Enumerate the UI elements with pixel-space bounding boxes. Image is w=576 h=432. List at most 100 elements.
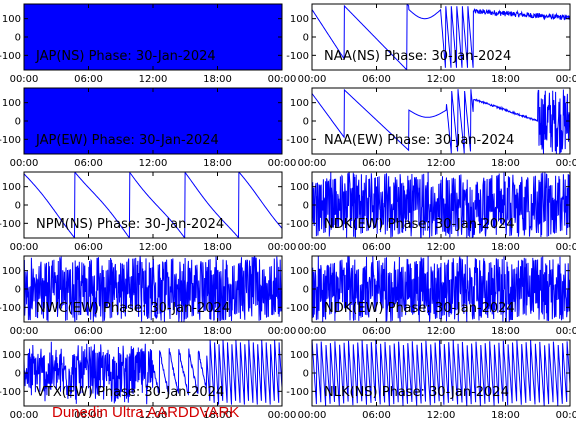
x-tick-label: 00:00 xyxy=(298,410,327,421)
x-tick-label: 00:00 xyxy=(298,326,327,337)
x-tick-label: 12:00 xyxy=(427,326,456,337)
chart-panel: 100 0 -100 00:00 06:00 12:00 18:00 00:00 NLK(NS)… xyxy=(286,339,576,421)
y-tick-label: 100 xyxy=(290,98,309,109)
panel-title: NAA(EW) Phase: 30-Jan-2024 xyxy=(324,133,514,148)
x-tick-label: 06:00 xyxy=(362,158,391,169)
y-tick-label: 100 xyxy=(290,266,309,277)
x-tick-label: 12:00 xyxy=(139,242,168,253)
series-trace xyxy=(312,256,570,322)
x-tick-label: 18:00 xyxy=(203,326,232,337)
series-trace xyxy=(312,4,570,70)
y-tick-label: 0 xyxy=(303,33,309,44)
y-tick-label: 100 xyxy=(2,182,21,193)
y-tick-label: 100 xyxy=(290,14,309,25)
y-tick-label: 100 xyxy=(2,266,21,277)
chart-panel: 100 0 -100 00:00 06:00 12:00 18:00 00:00 JAP(NS)… xyxy=(0,3,297,85)
x-tick-label: 18:00 xyxy=(203,410,232,421)
y-tick-label: -100 xyxy=(286,219,309,230)
x-tick-label: 00:00 xyxy=(298,158,327,169)
y-tick-label: 100 xyxy=(290,350,309,361)
y-tick-label: 100 xyxy=(2,350,21,361)
y-tick-label: 0 xyxy=(15,33,21,44)
panel-title: NAA(NS) Phase: 30-Jan-2024 xyxy=(324,49,511,64)
chart-panel: 100 0 -100 00:00 06:00 12:00 18:00 00:00 NDK(EW)… xyxy=(286,171,576,253)
y-tick-label: 0 xyxy=(303,285,309,296)
x-tick-label: 00:00 xyxy=(268,326,297,337)
x-tick-label: 00:00 xyxy=(556,242,576,253)
panel-title: JAP(EW) Phase: 30-Jan-2024 xyxy=(35,133,219,148)
y-tick-label: -100 xyxy=(0,51,21,62)
y-tick-label: -100 xyxy=(286,387,309,398)
x-tick-label: 00:00 xyxy=(556,74,576,85)
x-tick-label: 00:00 xyxy=(10,242,39,253)
y-tick-label: -100 xyxy=(0,219,21,230)
panel-title: NPM(NS) Phase: 30-Jan-2024 xyxy=(36,217,224,232)
series-trace xyxy=(312,88,570,154)
y-tick-label: -100 xyxy=(286,51,309,62)
x-tick-label: 06:00 xyxy=(362,74,391,85)
y-tick-label: -100 xyxy=(0,303,21,314)
series-trace xyxy=(24,340,282,405)
x-tick-label: 06:00 xyxy=(362,242,391,253)
y-tick-label: -100 xyxy=(286,135,309,146)
y-tick-label: 100 xyxy=(2,14,21,25)
panel-title: JAP(NS) Phase: 30-Jan-2024 xyxy=(35,49,216,64)
x-tick-label: 12:00 xyxy=(427,242,456,253)
x-tick-label: 06:00 xyxy=(74,242,103,253)
series-trace xyxy=(24,88,282,154)
y-tick-label: -100 xyxy=(0,135,21,146)
x-tick-label: 12:00 xyxy=(139,326,168,337)
x-tick-label: 18:00 xyxy=(203,74,232,85)
x-tick-label: 06:00 xyxy=(362,410,391,421)
x-tick-label: 12:00 xyxy=(139,74,168,85)
x-tick-label: 00:00 xyxy=(268,242,297,253)
x-tick-label: 18:00 xyxy=(491,410,520,421)
x-tick-label: 00:00 xyxy=(298,74,327,85)
x-tick-label: 00:00 xyxy=(268,158,297,169)
panel-title: NWC(EW) Phase: 30-Jan-2024 xyxy=(36,301,230,316)
y-tick-label: 0 xyxy=(15,201,21,212)
x-tick-label: 06:00 xyxy=(362,326,391,337)
x-tick-label: 12:00 xyxy=(427,158,456,169)
x-tick-label: 00:00 xyxy=(10,74,39,85)
x-tick-label: 18:00 xyxy=(203,242,232,253)
x-tick-label: 00:00 xyxy=(556,326,576,337)
y-tick-label: 0 xyxy=(303,369,309,380)
chart-panel: 100 0 -100 00:00 06:00 12:00 18:00 00:00 NDK(EW)… xyxy=(286,255,576,337)
y-tick-label: 0 xyxy=(303,201,309,212)
y-tick-label: -100 xyxy=(286,303,309,314)
x-tick-label: 18:00 xyxy=(491,74,520,85)
y-tick-label: 0 xyxy=(15,117,21,128)
chart-panel: 100 0 -100 00:00 06:00 12:00 18:00 00:00 JAP(EW)… xyxy=(0,87,297,169)
chart-panel: 100 0 -100 00:00 06:00 12:00 18:00 00:00 NAA(EW)… xyxy=(286,87,576,169)
chart-panel: 100 0 -100 00:00 06:00 12:00 18:00 00:00 NPM(NS)… xyxy=(0,171,297,253)
x-tick-label: 00:00 xyxy=(298,242,327,253)
x-tick-label: 12:00 xyxy=(139,158,168,169)
chart-panel: 100 0 -100 00:00 06:00 12:00 18:00 00:00 NAA(NS)… xyxy=(286,3,576,85)
chart-panel: 100 0 -100 00:00 06:00 12:00 18:00 00:00 VTX(EW)… xyxy=(0,339,297,421)
x-tick-label: 00:00 xyxy=(268,74,297,85)
y-tick-label: 0 xyxy=(15,369,21,380)
x-tick-label: 18:00 xyxy=(203,158,232,169)
y-tick-label: 100 xyxy=(2,98,21,109)
x-tick-label: 00:00 xyxy=(10,410,39,421)
y-tick-label: -100 xyxy=(0,387,21,398)
x-tick-label: 06:00 xyxy=(74,410,103,421)
y-tick-label: 0 xyxy=(15,285,21,296)
x-tick-label: 06:00 xyxy=(74,74,103,85)
panel-title: NDK(EW) Phase: 30-Jan-2024 xyxy=(324,217,515,232)
chart-panel: 100 0 -100 00:00 06:00 12:00 18:00 00:00 NWC(EW)… xyxy=(0,255,297,337)
x-tick-label: 00:00 xyxy=(556,410,576,421)
series-trace xyxy=(24,4,282,70)
panel-title: NLK(NS) Phase: 30-Jan-2024 xyxy=(324,385,509,400)
panel-title: VTX(EW) Phase: 30-Jan-2024 xyxy=(36,385,224,400)
series-trace xyxy=(312,172,570,238)
x-tick-label: 12:00 xyxy=(139,410,168,421)
x-tick-label: 18:00 xyxy=(491,326,520,337)
x-tick-label: 12:00 xyxy=(427,410,456,421)
x-tick-label: 00:00 xyxy=(268,410,297,421)
x-tick-label: 06:00 xyxy=(74,326,103,337)
x-tick-label: 18:00 xyxy=(491,242,520,253)
y-tick-label: 100 xyxy=(290,182,309,193)
